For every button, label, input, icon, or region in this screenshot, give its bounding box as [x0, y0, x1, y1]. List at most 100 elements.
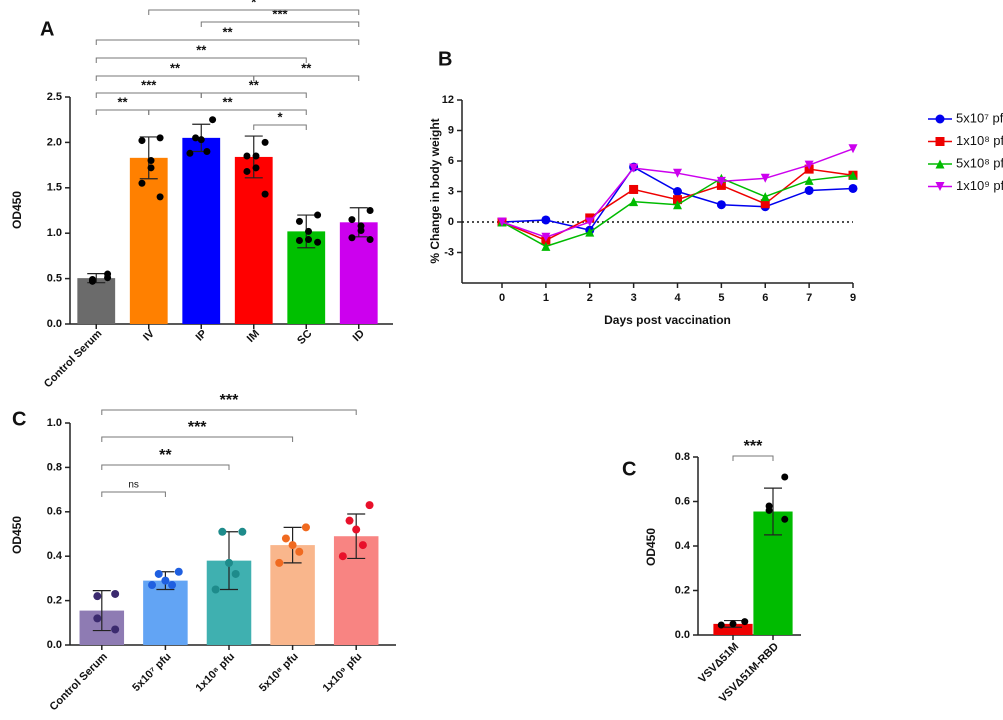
marker	[848, 170, 858, 180]
panel-label: C	[12, 408, 26, 430]
data-point	[156, 134, 164, 142]
data-point	[192, 134, 200, 142]
y-tick-label: 0	[448, 216, 454, 228]
data-point	[211, 585, 220, 594]
data-point	[357, 226, 365, 234]
x-tick-label: 1	[543, 292, 549, 304]
x-tick-label: SC	[295, 328, 314, 347]
significance-bracket	[101, 436, 294, 442]
significance-bracket	[253, 75, 360, 81]
y-tick-label: -3	[444, 246, 454, 258]
y-tick-label: 0.0	[47, 318, 62, 330]
data-point	[88, 277, 96, 285]
data-point	[138, 179, 146, 187]
y-tick-label: 0.6	[675, 495, 690, 507]
data-point	[281, 534, 290, 543]
bar	[182, 137, 221, 324]
legend-label: 5x10⁸ pfu	[956, 155, 1003, 170]
significance-label: **	[249, 77, 260, 92]
significance-label: **	[159, 447, 172, 464]
y-tick-label: 6	[448, 155, 454, 167]
data-point	[305, 227, 313, 235]
marker	[629, 184, 639, 194]
significance-label: **	[117, 94, 128, 109]
data-point	[203, 147, 211, 155]
marker	[935, 159, 945, 169]
significance-bracket	[200, 21, 360, 27]
marker	[541, 232, 551, 242]
y-tick-label: 9	[448, 124, 454, 136]
x-tick-label: 1x10⁹ pfu	[321, 651, 365, 695]
marker	[673, 187, 682, 196]
y-tick-label: 0.8	[675, 451, 690, 463]
y-axis-title: OD450	[10, 516, 24, 554]
data-point	[147, 157, 155, 165]
bar	[143, 580, 188, 645]
significance-label: **	[222, 94, 233, 109]
significance-label: ***	[188, 419, 207, 436]
y-tick-label: 1.0	[47, 417, 62, 429]
data-point	[288, 541, 297, 550]
x-tick-label: 0	[499, 292, 505, 304]
data-point	[348, 216, 356, 224]
bar	[77, 278, 116, 324]
data-point	[147, 164, 155, 172]
y-tick-label: 0.4	[47, 550, 63, 562]
y-axis-title: % Change in body weight	[428, 118, 442, 263]
data-point	[314, 238, 322, 246]
data-point	[261, 190, 269, 198]
significance-bracket	[95, 39, 360, 45]
data-point	[252, 164, 260, 172]
x-tick-label: IV	[141, 327, 157, 343]
data-point	[243, 152, 251, 160]
data-point	[314, 211, 322, 219]
significance-bracket	[148, 9, 360, 15]
legend-label: 1x10⁹ pfu	[956, 178, 1003, 193]
data-point	[717, 621, 725, 629]
marker	[716, 200, 726, 210]
significance-label: ***	[744, 438, 763, 455]
data-point	[301, 523, 310, 532]
data-point	[138, 137, 146, 145]
data-point	[366, 236, 374, 244]
data-point	[156, 193, 164, 201]
x-tick-label: Control Serum	[47, 651, 110, 714]
data-point	[148, 581, 157, 590]
data-point	[295, 236, 303, 244]
marker	[760, 199, 770, 209]
data-point	[365, 501, 374, 510]
data-point	[352, 525, 361, 534]
significance-label: **	[170, 60, 181, 75]
data-point	[209, 116, 217, 124]
y-tick-label: 2.0	[47, 136, 62, 148]
marker	[673, 168, 682, 178]
marker	[716, 176, 726, 186]
significance-bracket	[101, 491, 166, 497]
y-tick-label: 0.4	[675, 540, 691, 552]
x-tick-label: ID	[351, 328, 367, 344]
significance-label: *	[277, 109, 283, 124]
significance-label: ns	[128, 480, 139, 491]
y-axis-title: OD450	[10, 191, 24, 229]
y-tick-label: 0.5	[47, 273, 62, 285]
x-tick-label: 5x10⁸ pfu	[257, 651, 301, 695]
significance-label: ***	[141, 77, 157, 92]
y-tick-label: 12	[442, 94, 454, 106]
marker	[541, 241, 551, 251]
data-point	[261, 138, 269, 146]
marker	[804, 185, 814, 195]
legend-label: 5x10⁷ pfu	[956, 110, 1003, 125]
marker	[585, 227, 595, 237]
marker	[848, 183, 858, 193]
significance-bracket	[101, 464, 230, 470]
data-point	[168, 581, 177, 590]
x-tick-label: 3	[631, 292, 637, 304]
y-tick-label: 0.0	[675, 629, 690, 641]
significance-label: **	[196, 42, 207, 57]
data-point	[154, 569, 163, 578]
data-point	[111, 625, 120, 634]
data-point	[275, 558, 284, 567]
x-tick-label: IP	[194, 328, 210, 344]
data-point	[295, 547, 304, 556]
